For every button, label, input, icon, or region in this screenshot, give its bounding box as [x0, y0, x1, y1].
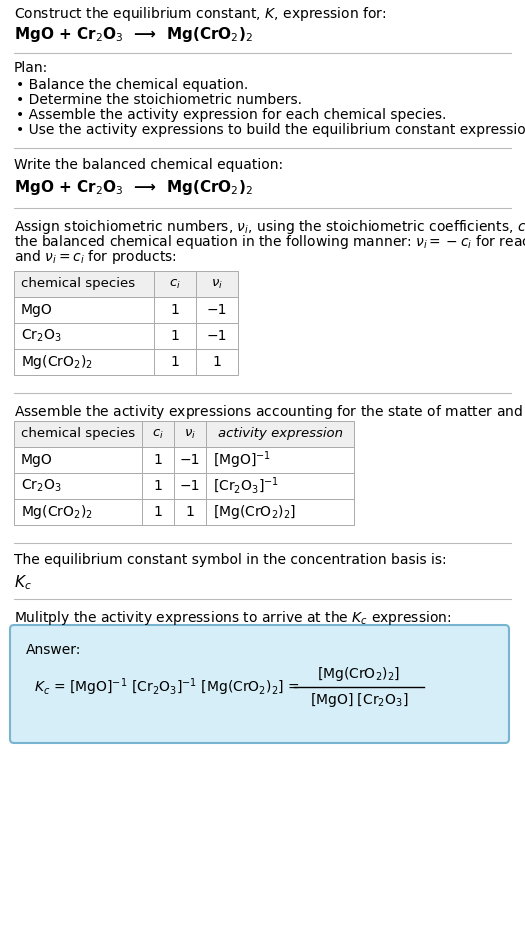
Text: [Mg(CrO$_2$)$_2$]: [Mg(CrO$_2$)$_2$] — [318, 665, 401, 683]
Text: [Cr$_2$O$_3$]$^{-1}$: [Cr$_2$O$_3$]$^{-1}$ — [213, 476, 279, 497]
Bar — [14, 297, 238, 323]
FancyBboxPatch shape — [10, 625, 509, 743]
Text: 1: 1 — [153, 505, 162, 519]
Text: MgO: MgO — [21, 453, 52, 467]
Text: Construct the equilibrium constant, $K$, expression for:: Construct the equilibrium constant, $K$,… — [14, 5, 386, 23]
Text: $\nu_i$: $\nu_i$ — [184, 428, 196, 441]
Text: 1: 1 — [171, 355, 180, 369]
Text: MgO + Cr$_2$O$_3$  ⟶  Mg(CrO$_2$)$_2$: MgO + Cr$_2$O$_3$ ⟶ Mg(CrO$_2$)$_2$ — [14, 178, 253, 197]
Text: −1: −1 — [180, 479, 200, 493]
Text: −1: −1 — [207, 329, 227, 343]
Text: • Determine the stoichiometric numbers.: • Determine the stoichiometric numbers. — [16, 93, 302, 107]
Text: chemical species: chemical species — [21, 428, 135, 441]
Bar — [14, 499, 354, 525]
Text: and $\nu_i = c_i$ for products:: and $\nu_i = c_i$ for products: — [14, 248, 177, 266]
Text: Write the balanced chemical equation:: Write the balanced chemical equation: — [14, 158, 283, 172]
Text: $K_c$: $K_c$ — [14, 573, 32, 591]
Text: MgO: MgO — [21, 303, 52, 317]
Text: Cr$_2$O$_3$: Cr$_2$O$_3$ — [21, 478, 61, 494]
Text: −1: −1 — [207, 303, 227, 317]
Text: activity expression: activity expression — [217, 428, 342, 441]
Text: $\nu_i$: $\nu_i$ — [211, 277, 223, 290]
Text: Cr$_2$O$_3$: Cr$_2$O$_3$ — [21, 327, 61, 344]
Text: • Use the activity expressions to build the equilibrium constant expression.: • Use the activity expressions to build … — [16, 123, 525, 137]
Text: The equilibrium constant symbol in the concentration basis is:: The equilibrium constant symbol in the c… — [14, 553, 447, 567]
Text: 1: 1 — [185, 505, 194, 519]
Text: • Assemble the activity expression for each chemical species.: • Assemble the activity expression for e… — [16, 108, 446, 122]
Text: [Mg(CrO$_2$)$_2$]: [Mg(CrO$_2$)$_2$] — [213, 503, 296, 521]
Text: 1: 1 — [213, 355, 222, 369]
Text: MgO + Cr$_2$O$_3$  ⟶  Mg(CrO$_2$)$_2$: MgO + Cr$_2$O$_3$ ⟶ Mg(CrO$_2$)$_2$ — [14, 25, 253, 44]
Text: the balanced chemical equation in the following manner: $\nu_i = -c_i$ for react: the balanced chemical equation in the fo… — [14, 233, 525, 251]
Text: $c_i$: $c_i$ — [169, 277, 181, 290]
Text: Answer:: Answer: — [26, 643, 81, 657]
Text: Plan:: Plan: — [14, 61, 48, 75]
Text: [MgO] [Cr$_2$O$_3$]: [MgO] [Cr$_2$O$_3$] — [310, 691, 408, 709]
Text: Mg(CrO$_2$)$_2$: Mg(CrO$_2$)$_2$ — [21, 503, 93, 521]
Text: • Balance the chemical equation.: • Balance the chemical equation. — [16, 78, 248, 92]
Bar — [14, 421, 354, 447]
Text: [MgO]$^{-1}$: [MgO]$^{-1}$ — [213, 449, 271, 471]
Text: Assign stoichiometric numbers, $\nu_i$, using the stoichiometric coefficients, $: Assign stoichiometric numbers, $\nu_i$, … — [14, 218, 525, 236]
Text: 1: 1 — [153, 479, 162, 493]
Text: 1: 1 — [171, 303, 180, 317]
Text: Mulitply the activity expressions to arrive at the $K_c$ expression:: Mulitply the activity expressions to arr… — [14, 609, 452, 627]
Text: −1: −1 — [180, 453, 200, 467]
Text: 1: 1 — [153, 453, 162, 467]
Text: $c_i$: $c_i$ — [152, 428, 164, 441]
Bar — [14, 271, 238, 297]
Bar — [14, 447, 354, 473]
Text: 1: 1 — [171, 329, 180, 343]
Bar — [14, 323, 238, 349]
Text: $K_c$ = [MgO]$^{-1}$ [Cr$_2$O$_3$]$^{-1}$ [Mg(CrO$_2$)$_2$] =: $K_c$ = [MgO]$^{-1}$ [Cr$_2$O$_3$]$^{-1}… — [34, 676, 300, 698]
Bar — [14, 349, 238, 375]
Text: Assemble the activity expressions accounting for the state of matter and $\nu_i$: Assemble the activity expressions accoun… — [14, 403, 525, 421]
Text: Mg(CrO$_2$)$_2$: Mg(CrO$_2$)$_2$ — [21, 353, 93, 371]
Text: chemical species: chemical species — [21, 277, 135, 290]
Bar — [14, 473, 354, 499]
